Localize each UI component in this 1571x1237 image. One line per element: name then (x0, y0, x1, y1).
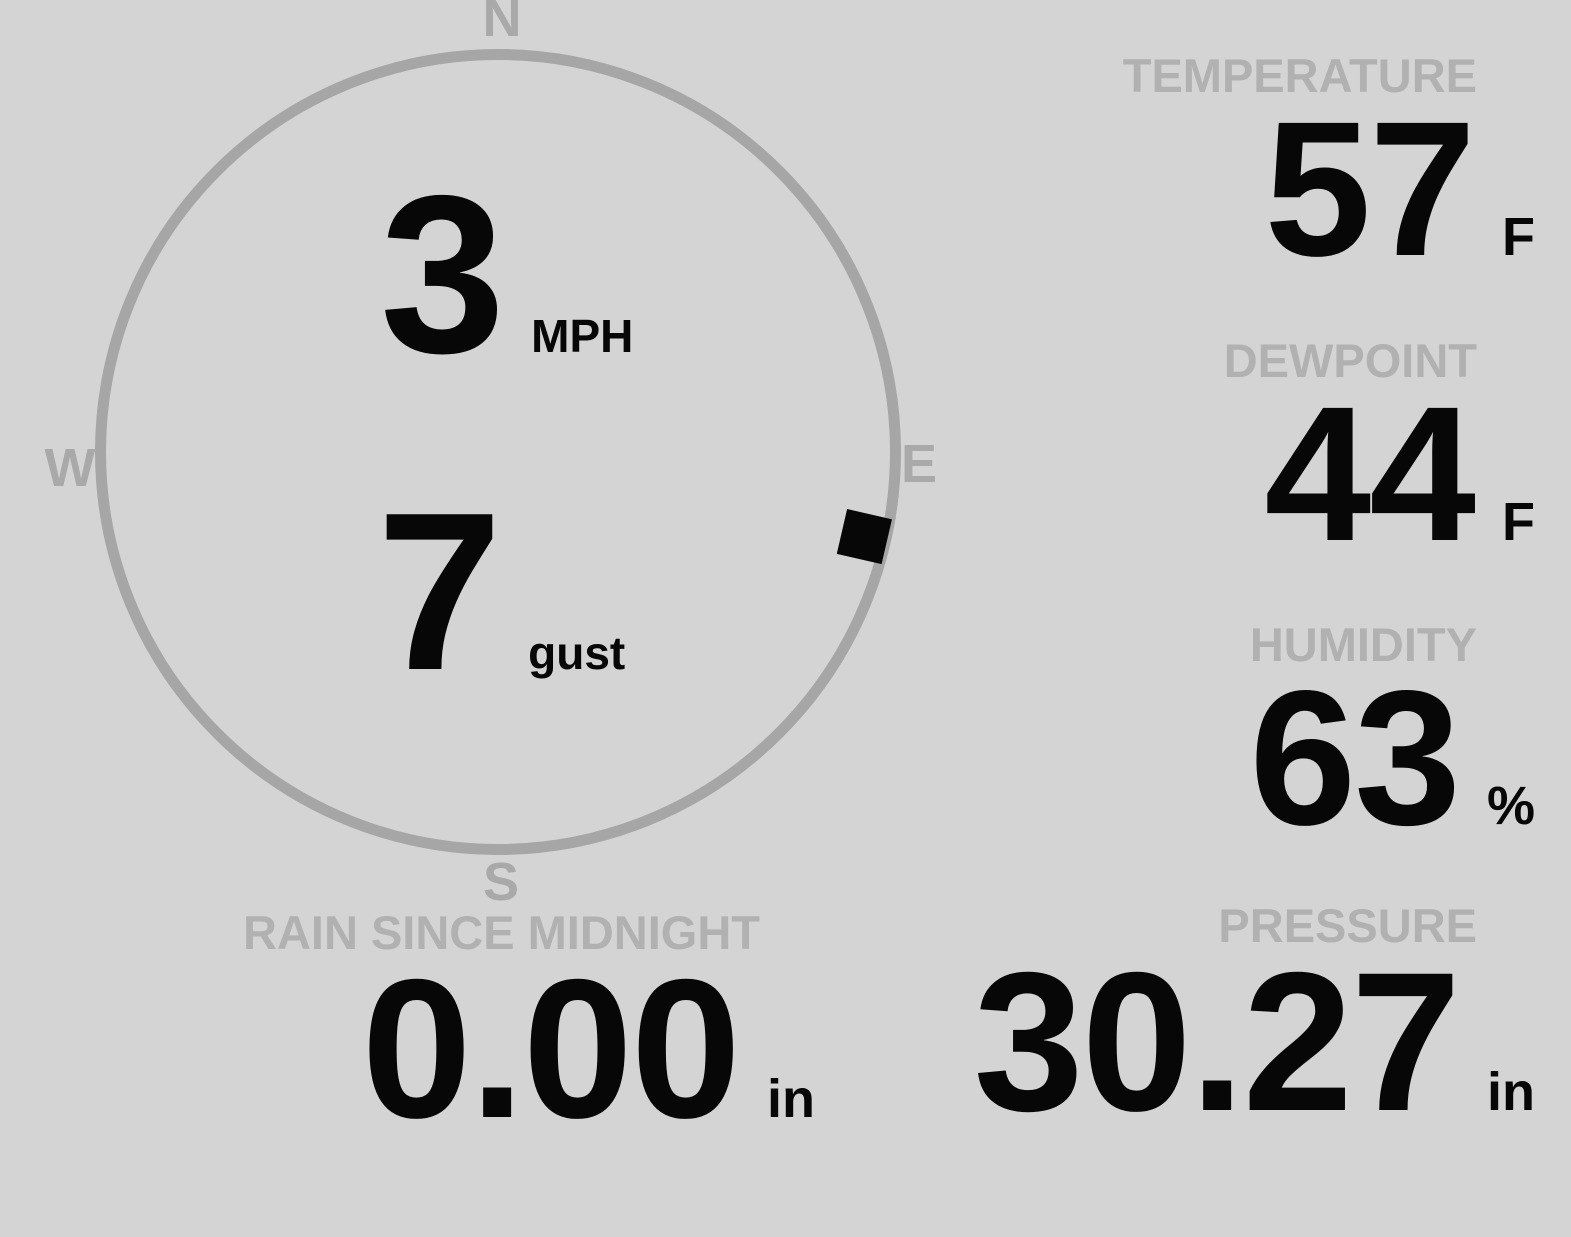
pressure-value: 30.27 (973, 931, 1461, 1152)
wind-speed: 3 MPH (380, 162, 633, 387)
pressure-label: PRESSURE (1218, 899, 1477, 952)
metric-rain-since-midnight: RAIN SINCE MIDNIGHT 0.00 in (243, 909, 815, 1148)
metric-temperature: TEMPERATURE 57 F (1123, 52, 1535, 285)
rain-value: 0.00 (361, 938, 741, 1159)
temperature-label: TEMPERATURE (1122, 49, 1477, 102)
compass-ring (95, 49, 901, 855)
wind-gust-value: 7 (377, 465, 503, 717)
temperature-value: 57 (1264, 81, 1476, 296)
dewpoint-label: DEWPOINT (1223, 334, 1477, 387)
dewpoint-unit: F (1502, 492, 1535, 552)
temperature-unit: F (1502, 207, 1535, 267)
wind-gust: 7 gust (377, 479, 625, 704)
humidity-value: 63 (1249, 650, 1461, 865)
humidity-label: HUMIDITY (1249, 618, 1477, 671)
compass-label-west: W (44, 438, 96, 498)
rain-unit: in (767, 1069, 815, 1129)
humidity-unit: % (1486, 776, 1535, 836)
compass-label-north: N (482, 0, 522, 48)
compass-label-south: S (482, 852, 520, 912)
compass-label-east: E (900, 434, 938, 494)
dewpoint-value: 44 (1264, 366, 1476, 581)
wind-compass: N E S W 3 MPH 7 gust (45, 0, 938, 909)
metric-pressure: PRESSURE 30.27 in (974, 902, 1535, 1141)
metric-humidity: HUMIDITY 63 % (1249, 621, 1535, 854)
wind-gust-unit: gust (528, 627, 626, 679)
wind-speed-unit: MPH (531, 310, 634, 362)
wind-speed-value: 3 (380, 148, 506, 400)
rain-label: RAIN SINCE MIDNIGHT (243, 906, 760, 959)
metric-dewpoint: DEWPOINT 44 F (1224, 337, 1535, 570)
pressure-unit: in (1487, 1062, 1535, 1122)
